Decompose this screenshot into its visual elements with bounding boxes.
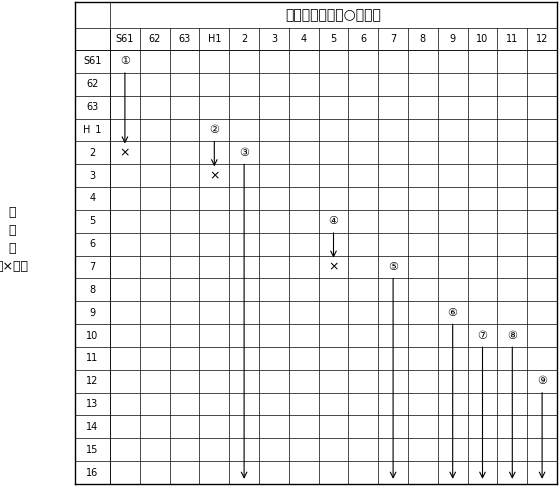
Text: ①: ① [120,56,130,66]
Text: 4: 4 [90,193,96,204]
Text: 10: 10 [86,331,99,340]
Text: 5: 5 [90,216,96,226]
Text: ③: ③ [239,148,249,158]
Text: 8: 8 [420,34,426,44]
Text: 6: 6 [90,239,96,249]
Text: 62: 62 [148,34,161,44]
Text: 職: 職 [8,225,16,238]
Text: 7: 7 [90,262,96,272]
Text: 4: 4 [301,34,307,44]
Text: 13: 13 [86,399,99,409]
Text: 9: 9 [450,34,456,44]
Text: ×: × [120,146,130,159]
Text: 63: 63 [86,102,99,112]
Text: 2: 2 [241,34,247,44]
Text: 8: 8 [90,285,96,295]
Text: 15: 15 [86,445,99,455]
Text: ④: ④ [329,216,338,226]
Text: 12: 12 [86,376,99,386]
Text: 2: 2 [90,148,96,158]
Text: 7: 7 [390,34,396,44]
Text: 3: 3 [90,170,96,181]
Text: H1: H1 [208,34,221,44]
Text: H 1: H 1 [83,125,102,135]
Text: ⑤: ⑤ [388,262,398,272]
Text: 14: 14 [86,422,99,432]
Text: ⑥: ⑥ [447,308,458,318]
Text: 11: 11 [506,34,519,44]
Text: 16: 16 [86,468,99,478]
Text: 年: 年 [8,243,16,256]
Text: 5: 5 [330,34,337,44]
Text: ×: × [328,261,339,274]
Text: ⑧: ⑧ [507,331,517,340]
Text: ×: × [209,169,220,182]
Text: S61: S61 [116,34,134,44]
Text: 62: 62 [86,79,99,89]
Text: 12: 12 [536,34,548,44]
Text: 6: 6 [360,34,366,44]
Text: 採　用　年　（○数字）: 採 用 年 （○数字） [286,8,381,22]
Text: 63: 63 [179,34,190,44]
Text: （×印）: （×印） [0,261,29,274]
Text: 10: 10 [477,34,489,44]
Text: 11: 11 [86,354,99,363]
Text: 3: 3 [271,34,277,44]
Text: ②: ② [209,125,220,135]
Text: 9: 9 [90,308,96,318]
Text: 退: 退 [8,206,16,220]
Text: ⑨: ⑨ [537,376,547,386]
Text: S61: S61 [83,56,102,66]
Text: ⑦: ⑦ [478,331,488,340]
